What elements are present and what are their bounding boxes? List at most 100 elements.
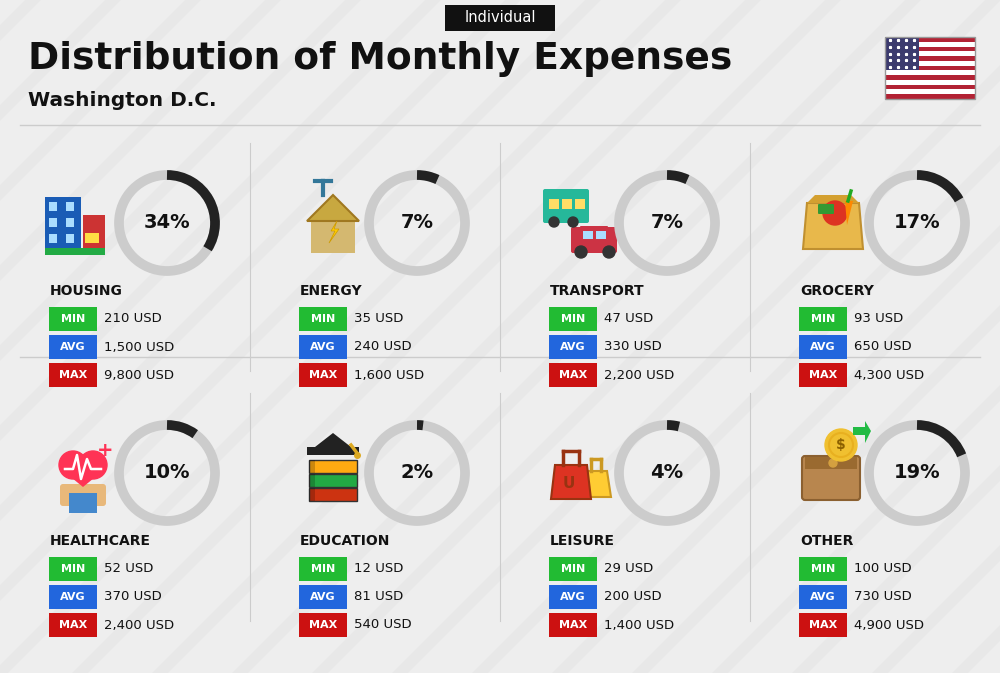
Polygon shape [803,203,863,249]
FancyBboxPatch shape [799,557,847,581]
FancyBboxPatch shape [549,557,597,581]
Text: 540 USD: 540 USD [354,618,412,631]
FancyBboxPatch shape [885,75,975,80]
Polygon shape [329,221,339,243]
Text: 9,800 USD: 9,800 USD [104,369,174,382]
FancyBboxPatch shape [299,363,347,387]
Text: MIN: MIN [811,564,835,574]
FancyBboxPatch shape [549,199,559,209]
Circle shape [59,451,87,479]
FancyBboxPatch shape [802,456,860,500]
Text: +: + [97,441,113,460]
FancyBboxPatch shape [885,37,975,42]
FancyBboxPatch shape [309,460,357,473]
Text: 1,500 USD: 1,500 USD [104,341,174,353]
FancyBboxPatch shape [885,46,975,51]
Text: 1,600 USD: 1,600 USD [354,369,424,382]
FancyBboxPatch shape [571,227,617,253]
Text: $: $ [836,438,846,452]
Text: HOUSING: HOUSING [50,284,123,298]
FancyBboxPatch shape [805,457,857,469]
Polygon shape [307,195,359,221]
FancyBboxPatch shape [596,231,606,239]
FancyBboxPatch shape [549,363,597,387]
FancyBboxPatch shape [885,80,975,85]
FancyBboxPatch shape [299,585,347,609]
Text: 2,200 USD: 2,200 USD [604,369,674,382]
Text: 17%: 17% [894,213,940,232]
Text: MAX: MAX [59,370,87,380]
Text: AVG: AVG [60,342,86,352]
FancyBboxPatch shape [66,218,74,227]
FancyBboxPatch shape [549,613,597,637]
Text: 330 USD: 330 USD [604,341,662,353]
Text: Washington D.C.: Washington D.C. [28,90,216,110]
FancyBboxPatch shape [799,363,847,387]
Text: MIN: MIN [561,314,585,324]
FancyBboxPatch shape [885,56,975,61]
Text: 2%: 2% [400,464,434,483]
Text: MIN: MIN [311,564,335,574]
Text: MAX: MAX [559,370,587,380]
FancyBboxPatch shape [309,474,315,487]
FancyBboxPatch shape [49,202,57,211]
Text: 730 USD: 730 USD [854,590,912,604]
Text: 7%: 7% [650,213,684,232]
Text: AVG: AVG [310,342,336,352]
Text: 100 USD: 100 USD [854,563,912,575]
FancyBboxPatch shape [885,85,975,90]
Circle shape [549,217,559,227]
FancyBboxPatch shape [60,484,106,506]
Text: 34%: 34% [144,213,190,232]
FancyBboxPatch shape [309,488,357,501]
FancyBboxPatch shape [309,460,315,473]
FancyBboxPatch shape [307,447,359,455]
Polygon shape [807,195,859,203]
Text: AVG: AVG [560,592,586,602]
Text: AVG: AVG [560,342,586,352]
Text: 12 USD: 12 USD [354,563,403,575]
Text: MIN: MIN [61,314,85,324]
FancyBboxPatch shape [543,189,589,223]
Text: 93 USD: 93 USD [854,312,903,326]
Text: MIN: MIN [311,314,335,324]
Text: 4,900 USD: 4,900 USD [854,618,924,631]
Text: MAX: MAX [309,370,337,380]
FancyBboxPatch shape [49,557,97,581]
FancyBboxPatch shape [549,585,597,609]
Text: Individual: Individual [464,9,536,24]
Text: AVG: AVG [310,592,336,602]
Polygon shape [845,201,853,225]
Polygon shape [315,433,351,447]
FancyBboxPatch shape [885,51,975,56]
FancyBboxPatch shape [49,613,97,637]
Circle shape [825,429,857,461]
Text: AVG: AVG [810,342,836,352]
FancyBboxPatch shape [575,199,585,209]
FancyBboxPatch shape [83,215,105,255]
FancyBboxPatch shape [45,248,105,255]
Circle shape [829,459,837,467]
FancyBboxPatch shape [49,218,57,227]
FancyBboxPatch shape [45,197,81,249]
Text: 650 USD: 650 USD [854,341,912,353]
FancyBboxPatch shape [445,5,555,31]
FancyBboxPatch shape [49,307,97,331]
Text: MIN: MIN [561,564,585,574]
FancyBboxPatch shape [299,557,347,581]
Text: AVG: AVG [60,592,86,602]
Text: 10%: 10% [144,464,190,483]
FancyBboxPatch shape [562,199,572,209]
Text: 1,400 USD: 1,400 USD [604,618,674,631]
Text: MIN: MIN [811,314,835,324]
Circle shape [823,201,847,225]
FancyBboxPatch shape [583,231,593,239]
FancyBboxPatch shape [885,71,975,75]
FancyBboxPatch shape [299,335,347,359]
Text: LEISURE: LEISURE [550,534,615,548]
Text: 47 USD: 47 USD [604,312,653,326]
FancyBboxPatch shape [309,488,315,501]
Text: MAX: MAX [559,620,587,630]
Polygon shape [853,421,871,443]
Polygon shape [553,471,561,479]
